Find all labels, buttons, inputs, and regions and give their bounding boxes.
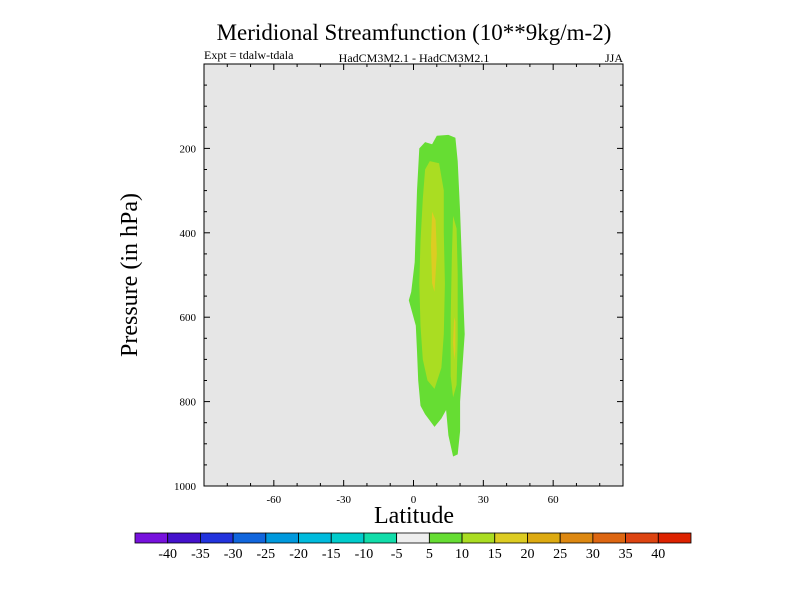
colorbar-label: -25 (256, 547, 275, 562)
colorbar-swatch (363, 532, 398, 544)
chart-title: Meridional Streamfunction (10**9kg/m-2) (217, 20, 612, 45)
y-tick-label: 1000 (174, 481, 197, 493)
y-tick-label: 800 (180, 397, 197, 409)
colorbar-label: -35 (191, 547, 210, 562)
colorbar-label: 35 (619, 547, 633, 562)
colorbar-label: 25 (553, 547, 567, 562)
colorbar-swatch (461, 532, 496, 544)
colorbar-swatch (167, 532, 201, 544)
subtitle-left: Expt = tdalw-tdala (204, 48, 294, 62)
x-tick-label: -60 (266, 494, 281, 506)
contour-fill-3 (431, 211, 437, 292)
colorbar-label: 30 (586, 547, 600, 562)
plot-area: -60 -30 0 30 60 200 400 600 800 1000 (174, 63, 624, 506)
colorbar-swatch (134, 532, 169, 544)
colorbar-label: -30 (224, 547, 243, 562)
colorbar-label: 15 (488, 547, 502, 562)
colorbar-swatch (232, 532, 267, 544)
colorbar-swatch (559, 532, 594, 544)
colorbar-swatch (298, 532, 332, 544)
colorbar-label: -40 (158, 547, 177, 562)
colorbar-label: -10 (355, 547, 374, 562)
x-axis-label: Latitude (374, 503, 454, 529)
colorbar-swatch (265, 532, 299, 544)
x-tick-label: 30 (478, 494, 490, 506)
y-tick-label: 600 (180, 312, 197, 324)
contour-fill-2 (450, 215, 458, 398)
colorbar-swatch (592, 532, 626, 544)
colorbar-label: -20 (289, 547, 308, 562)
colorbar-label: 10 (455, 547, 469, 562)
x-tick-label: -30 (336, 494, 351, 506)
y-tick-label: 200 (180, 143, 197, 155)
colorbar-swatch (396, 532, 430, 544)
y-tick-label: 400 (180, 228, 197, 240)
x-tick-label: 60 (548, 494, 560, 506)
contour-fill-4 (453, 317, 456, 360)
colorbar-label: -15 (322, 547, 341, 562)
x-tick-label: 0 (411, 494, 417, 506)
colorbar-label: -5 (391, 547, 403, 562)
colorbar-swatch (625, 532, 659, 544)
colorbar-swatch (494, 532, 528, 544)
colorbar-swatch (200, 532, 234, 544)
colorbar: -40 -35 -30 -25 -20 -15 -10 -5 5 10 15 20 25 30 35 40 (134, 532, 692, 562)
colorbar-swatch (657, 532, 692, 544)
colorbar-swatch (527, 532, 561, 544)
colorbar-label: 40 (651, 547, 665, 562)
colorbar-label: 5 (426, 547, 433, 562)
colorbar-swatch (428, 532, 463, 544)
subtitle-right: JJA (605, 51, 623, 65)
y-axis-label: Pressure (in hPa) (117, 193, 143, 357)
colorbar-swatch (330, 532, 365, 544)
subtitle-center: HadCM3M2.1 - HadCM3M2.1 (339, 51, 490, 65)
colorbar-label: 20 (520, 547, 534, 562)
